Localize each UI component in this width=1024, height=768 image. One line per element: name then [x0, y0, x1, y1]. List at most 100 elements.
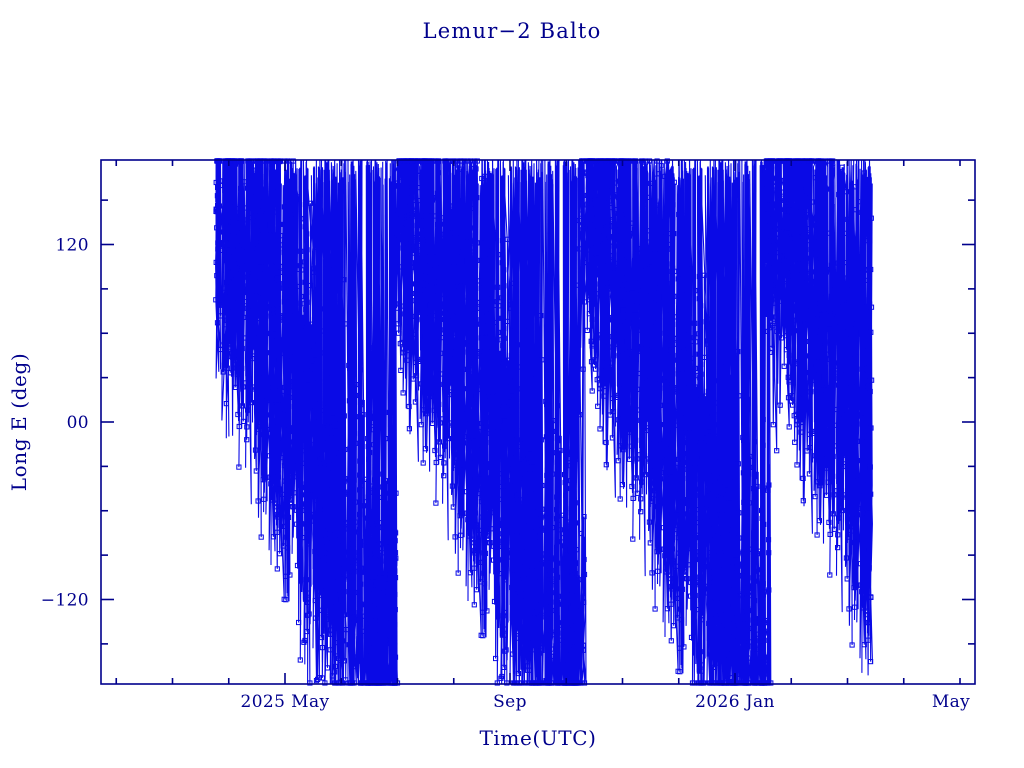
data-point-marker: [838, 406, 844, 412]
data-point-marker: [740, 434, 746, 441]
data-point-marker: [678, 294, 684, 300]
data-point-marker: [683, 385, 689, 391]
data-point-marker: [337, 419, 343, 426]
data-point-marker: [618, 386, 624, 392]
data-point-marker: [391, 657, 397, 663]
data-point-marker: [710, 600, 716, 606]
data-point-marker: [565, 619, 571, 625]
data-point-marker: [456, 395, 462, 401]
data-point-marker: [752, 620, 758, 626]
data-point-marker: [292, 406, 298, 412]
data-point-marker: [304, 299, 310, 305]
data-point-marker: [329, 505, 335, 511]
data-point-marker: [726, 512, 732, 518]
data-point-marker: [516, 364, 522, 370]
data-point-marker: [318, 306, 324, 312]
data-point-marker: [846, 323, 852, 329]
data-point-marker: [312, 548, 318, 555]
data-point-marker: [654, 158, 660, 164]
data-point-marker: [514, 552, 520, 558]
data-point-marker: [786, 352, 792, 358]
data-point-marker: [412, 237, 418, 243]
data-point-marker: [844, 320, 850, 326]
data-point-marker: [790, 373, 796, 379]
data-point-marker: [798, 178, 804, 184]
data-point-marker: [760, 556, 766, 562]
data-point-marker: [307, 680, 313, 686]
data-point-marker: [370, 427, 377, 433]
data-point-marker: [649, 388, 655, 394]
data-point-marker: [393, 555, 399, 561]
data-point-marker: [408, 224, 414, 230]
data-point-marker: [698, 586, 704, 592]
data-point-marker: [707, 530, 713, 536]
data-point-marker: [835, 382, 841, 388]
data-point-marker: [554, 615, 560, 621]
data-point-marker: [385, 544, 391, 551]
data-point-marker: [330, 449, 336, 455]
data-point-marker: [827, 531, 833, 537]
data-point-marker: [526, 461, 532, 467]
data-point-marker: [832, 406, 838, 413]
data-point-marker: [518, 461, 524, 468]
data-point-marker: [654, 290, 660, 296]
data-point-marker: [617, 377, 623, 383]
data-point-marker: [529, 647, 535, 653]
data-point-marker: [491, 557, 497, 563]
data-point-marker: [350, 564, 356, 570]
data-point-marker: [855, 199, 861, 205]
data-point-marker: [286, 404, 292, 410]
data-point-marker: [573, 620, 579, 626]
data-point-marker: [498, 337, 504, 343]
data-point-marker: [669, 273, 675, 279]
data-point-marker: [313, 678, 320, 684]
data-point-marker: [846, 387, 852, 393]
data-point-marker: [792, 184, 799, 190]
data-point-marker: [567, 463, 574, 469]
data-point-marker: [452, 229, 459, 235]
data-point-marker: [214, 273, 220, 279]
data-point-marker: [830, 348, 836, 355]
data-point-marker: [481, 353, 487, 359]
data-point-marker: [646, 519, 652, 525]
data-point-marker: [509, 584, 515, 591]
data-point-marker: [290, 340, 296, 346]
data-point-marker: [854, 458, 860, 464]
data-point-marker: [638, 509, 644, 515]
data-point-marker: [554, 646, 560, 652]
data-point-marker: [500, 456, 506, 462]
data-point-marker: [329, 673, 335, 679]
data-point-marker: [783, 283, 789, 289]
data-point-marker: [578, 272, 584, 278]
data-point-marker: [342, 549, 348, 555]
data-point-marker: [686, 478, 692, 484]
data-point-marker: [447, 344, 453, 350]
data-point-marker: [617, 382, 623, 388]
data-point-marker: [481, 258, 487, 264]
data-point-marker: [422, 163, 429, 170]
data-point-marker: [786, 207, 792, 213]
data-point-marker: [865, 414, 871, 420]
data-point-marker: [483, 384, 489, 390]
data-point-marker: [817, 300, 823, 306]
data-point-marker: [670, 202, 676, 208]
data-point-marker: [785, 307, 792, 313]
data-point-marker: [723, 364, 729, 370]
data-point-marker: [268, 287, 274, 293]
data-point-marker: [593, 204, 600, 210]
data-point-marker: [471, 158, 478, 164]
data-point-marker: [498, 471, 504, 477]
data-point-marker: [717, 459, 723, 465]
data-point-marker: [473, 166, 479, 172]
data-point-marker: [502, 555, 508, 562]
data-point-marker: [379, 541, 385, 547]
data-point-marker: [246, 353, 252, 359]
data-point-marker: [432, 447, 438, 454]
data-point-marker: [441, 460, 447, 466]
data-point-marker: [700, 680, 706, 686]
data-point-marker: [537, 579, 543, 585]
data-point-marker: [677, 506, 683, 512]
data-point-marker: [688, 634, 695, 640]
data-point-marker: [269, 170, 275, 176]
data-point-marker: [482, 476, 488, 482]
